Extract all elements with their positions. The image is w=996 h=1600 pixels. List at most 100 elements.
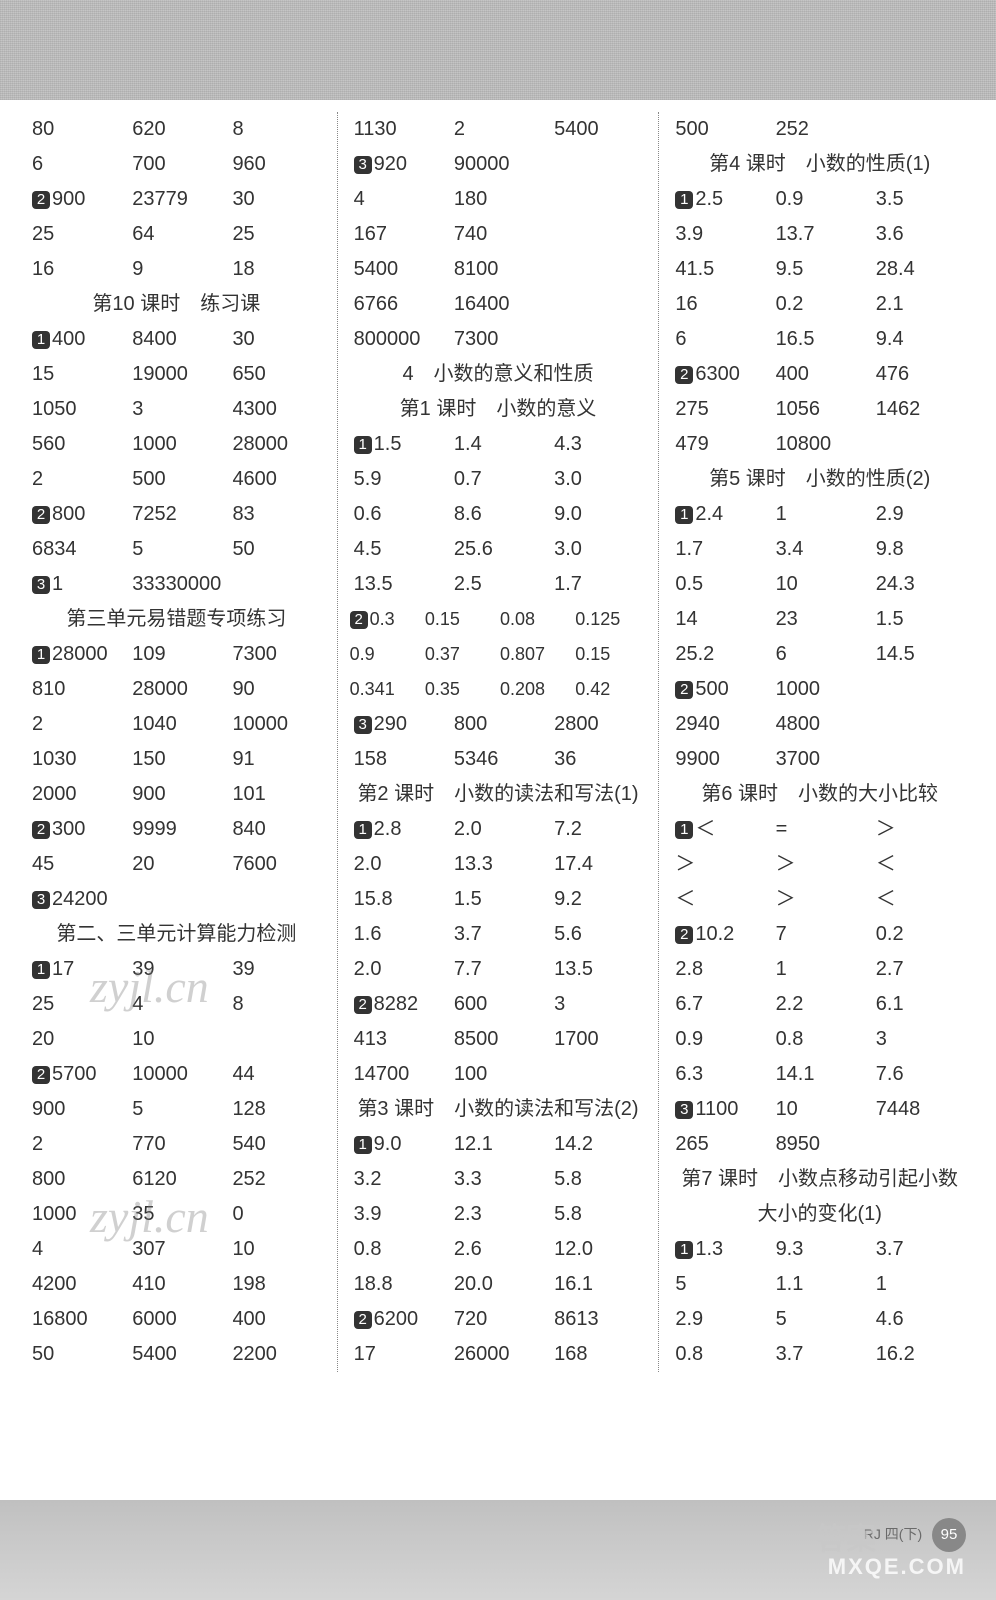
answer-value: 0.807	[500, 644, 545, 664]
answer-cell: 13.7	[770, 217, 870, 252]
answer-value: 2.0	[354, 958, 382, 980]
answer-cell: 2300	[26, 812, 126, 847]
answer-value: 810	[32, 678, 65, 700]
answer-cell: 25	[26, 987, 126, 1022]
answer-cell: 17	[348, 1337, 448, 1372]
answer-cell: 16.5	[770, 322, 870, 357]
question-marker: 1	[32, 331, 50, 349]
answer-value: 2940	[675, 713, 720, 735]
answer-row: 6.72.26.1	[669, 987, 970, 1022]
answer-value: 14.1	[776, 1063, 815, 1085]
answer-cell: 16	[669, 287, 769, 322]
answer-value: 150	[132, 748, 165, 770]
answer-cell: 0.9	[770, 182, 870, 217]
answer-value: 0.15	[575, 644, 610, 664]
column-right: 500252第4 课时 小数的性质(1)12.50.93.53.913.73.6…	[663, 112, 976, 1372]
answer-value: 300	[52, 818, 85, 840]
answer-cell: 9999	[126, 812, 226, 847]
answer-cell: 0.9	[669, 1022, 769, 1057]
answer-cell: 23779	[126, 182, 226, 217]
answer-row: 6834550	[26, 532, 327, 567]
answer-row: 4180	[348, 182, 649, 217]
answer-cell: 210.2	[669, 917, 769, 952]
answer-value: 9	[132, 258, 143, 280]
answer-cell: 3	[548, 987, 648, 1022]
answer-value: 20	[132, 853, 154, 875]
answer-value: 8	[232, 993, 243, 1015]
answer-cell: =	[770, 812, 870, 847]
answer-cell: 5400	[126, 1337, 226, 1372]
answer-cell: 23	[770, 602, 870, 637]
answer-cell: 2.0	[348, 952, 448, 987]
answer-cell: 2800	[26, 497, 126, 532]
answer-row: 105034300	[26, 392, 327, 427]
answer-cell: 25700	[26, 1057, 126, 1092]
answer-cell: 810	[26, 672, 126, 707]
answer-value: 4600	[232, 468, 277, 490]
answer-cell: 252	[770, 112, 870, 147]
answer-row: 167740	[348, 217, 649, 252]
answer-value: 960	[232, 153, 265, 175]
answer-value: 1130	[354, 118, 397, 140]
answer-cell: 2.9	[870, 497, 970, 532]
answer-cell: 7	[770, 917, 870, 952]
answer-cell: 800	[448, 707, 548, 742]
answer-value: 23	[776, 608, 798, 630]
answer-cell: 10	[126, 1022, 226, 1057]
answer-value: 8400	[132, 328, 177, 350]
answer-cell: 2900	[26, 182, 126, 217]
answer-value: 20.0	[454, 1273, 493, 1295]
answer-value: 3	[876, 1028, 887, 1050]
answer-cell: 1	[870, 1267, 970, 1302]
answer-cell: 50	[26, 1337, 126, 1372]
answer-value: 5	[132, 1098, 143, 1120]
answer-cell: 770	[126, 1127, 226, 1162]
answer-value: 252	[232, 1168, 265, 1190]
section-heading: 第4 课时 小数的性质(1)	[669, 147, 970, 182]
answer-value: 1.7	[675, 538, 703, 560]
answer-row: 1.73.49.8	[669, 532, 970, 567]
answer-cell: 2	[26, 462, 126, 497]
top-decorative-band	[0, 0, 996, 100]
answer-cell: 3.5	[870, 182, 970, 217]
answer-cell: 1700	[548, 1022, 648, 1057]
answer-row: 27510561462	[669, 392, 970, 427]
answer-value: 6	[675, 328, 686, 350]
answer-cell: 16.2	[870, 1337, 970, 1372]
answer-value: 1.4	[454, 433, 482, 455]
section-heading: 第10 课时 练习课	[26, 287, 327, 322]
answer-cell: 30	[226, 182, 326, 217]
answer-cell: 1.6	[348, 917, 448, 952]
answer-cell: 6.3	[669, 1057, 769, 1092]
answer-value: 1000	[776, 678, 821, 700]
answer-value: 2.5	[454, 573, 482, 595]
answer-value: 1.3	[695, 1238, 723, 1260]
answer-value: 26000	[454, 1343, 510, 1365]
answer-cell: 650	[226, 357, 326, 392]
answer-cell: ＞	[770, 882, 870, 917]
answer-value: 0	[232, 1203, 243, 1225]
answer-value: 0.8	[776, 1028, 804, 1050]
answer-value: 16.1	[554, 1273, 593, 1295]
answer-value: 17	[52, 958, 74, 980]
answer-value: 5400	[354, 258, 399, 280]
answer-value: 3.7	[876, 1238, 904, 1260]
answer-cell: 7300	[226, 637, 326, 672]
answer-cell: 9.4	[870, 322, 970, 357]
answer-cell: 11.3	[669, 1232, 769, 1267]
answer-value: 6	[776, 643, 787, 665]
answer-row: 324200	[26, 882, 327, 917]
answer-row: 1519000650	[26, 357, 327, 392]
answer-cell: 109	[126, 637, 226, 672]
answer-cell: 5400	[348, 252, 448, 287]
question-marker: 2	[32, 506, 50, 524]
answer-value: 16.2	[876, 1343, 915, 1365]
answer-cell: 1	[770, 497, 870, 532]
answer-value: 8613	[554, 1308, 599, 1330]
answer-row: 11.51.44.3	[348, 427, 649, 462]
answer-row: 19.012.114.2	[348, 1127, 649, 1162]
answer-cell: 0.6	[348, 497, 448, 532]
answer-cell: 16400	[448, 287, 548, 322]
answer-cell: 14	[669, 602, 769, 637]
answer-cell: 10800	[770, 427, 870, 462]
